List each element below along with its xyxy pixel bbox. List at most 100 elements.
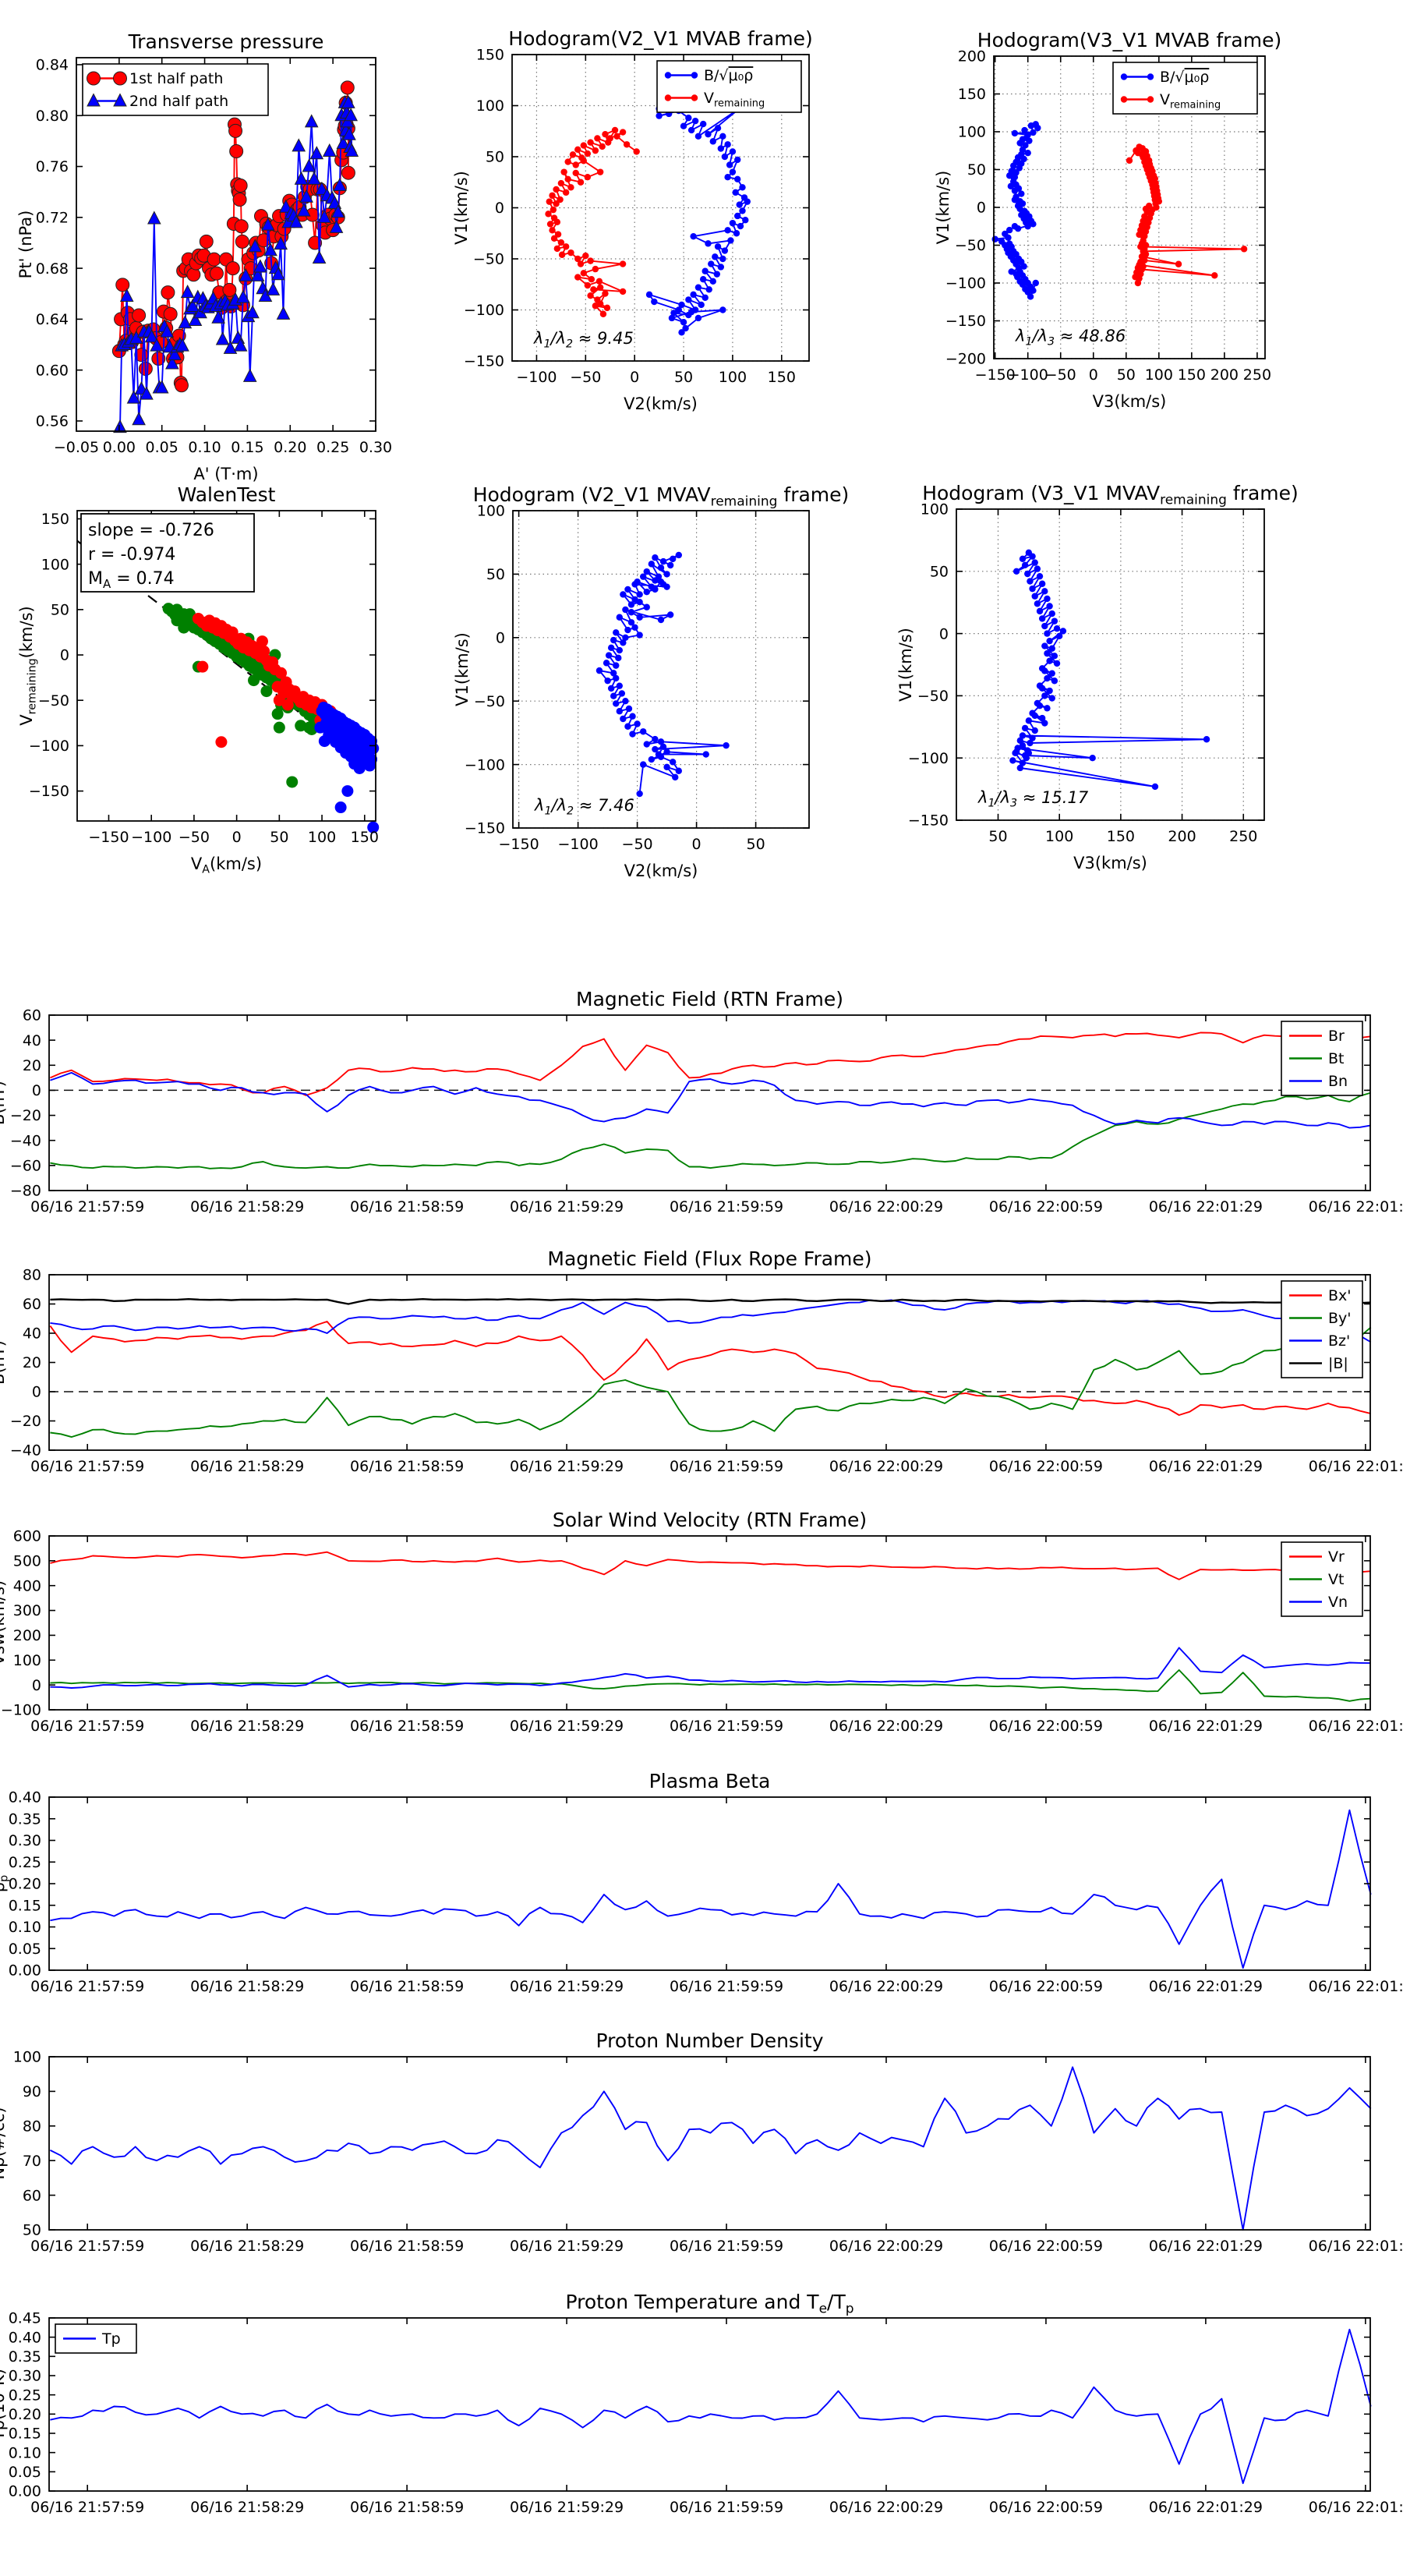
- x-tick-label: 06/16 21:58:59: [350, 2499, 464, 2516]
- x-tick-label: 50: [1117, 366, 1136, 384]
- y-tick-label: 0: [495, 200, 504, 217]
- y-tick-label: 0.15: [9, 1897, 41, 1914]
- y-tick-label: 50: [486, 566, 505, 583]
- y-tick-label: −150: [29, 783, 69, 800]
- axes-frame: [48, 2056, 1371, 2231]
- x-tick-label: −50: [570, 369, 601, 386]
- x-tick-label: 06/16 22:00:29: [829, 1198, 943, 1215]
- x-tick-label: 06/16 22:00:29: [829, 2499, 943, 2516]
- y-tick-label: 0: [60, 647, 69, 664]
- plot-plasma_beta: 06/16 21:57:59 06/16 21:58:29 06/16 21:58:…: [0, 1770, 1403, 1995]
- y-tick-label: −60: [10, 1158, 41, 1175]
- y-tick-label: 300: [13, 1602, 41, 1619]
- legend-label: By': [1328, 1310, 1352, 1327]
- y-tick-label: 50: [930, 563, 949, 580]
- eigenvalue-ratio-annotation: λ1​/λ3​ ≈ 15.17: [977, 788, 1089, 810]
- x-tick-label: 06/16 22:01:29: [1149, 1458, 1263, 1475]
- y-tick-label: −150: [908, 812, 949, 830]
- y-tick-label: 0.76: [36, 158, 69, 175]
- series-Br: [50, 1031, 1371, 1096]
- axes-frame: [48, 1796, 1371, 1971]
- plot-title: Plasma Beta: [649, 1770, 771, 1792]
- walen-stat-line: MA​ = 0.74: [88, 569, 175, 591]
- y-tick-label: 0.00: [9, 1962, 41, 1980]
- x-tick-label: −50: [178, 829, 210, 846]
- plot-hodogram_v3v1_mvab: −150−100−50 0 50 100 150 200 250−200−150−100−5…: [934, 29, 1281, 411]
- x-tick-label: 50: [270, 829, 288, 846]
- x-tick-label: 06/16 22:00:59: [989, 1718, 1103, 1735]
- walen-stat-line: r = -0.974: [88, 545, 175, 564]
- x-tick-label: 06/16 21:59:29: [510, 1198, 624, 1215]
- x-tick-label: 06/16 21:59:59: [670, 2238, 783, 2255]
- x-tick-label: 06/16 21:58:59: [350, 1458, 464, 1475]
- y-tick-label: −100: [945, 275, 986, 292]
- legend-label: 2nd half path: [129, 93, 228, 110]
- legend-label: Bz': [1328, 1332, 1350, 1350]
- plot-title: Hodogram (V2_V1 MVAVremaining​ frame): [473, 483, 850, 510]
- y-tick-label: 100: [13, 1652, 41, 1669]
- y-tick-label: 80: [23, 2118, 41, 2135]
- axes-frame: [48, 1535, 1371, 1711]
- y-axis-label: V1(km/s): [934, 171, 952, 245]
- y-tick-label: 0: [496, 629, 505, 646]
- x-tick-label: 06/16 22:01:29: [1149, 1718, 1263, 1735]
- legend-label: Vremaining​: [1160, 91, 1221, 111]
- eigenvalue-ratio-annotation: λ1​/λ3​ ≈ 48.86: [1015, 327, 1126, 349]
- y-tick-label: −150: [464, 353, 504, 370]
- y-tick-label: 50: [51, 601, 69, 618]
- legend-label: Vremaining​: [704, 90, 765, 109]
- x-tick-label: 06/16 21:59:29: [510, 1718, 624, 1735]
- y-tick-label: 50: [486, 149, 504, 166]
- x-tick-label: 06/16 22:01:29: [1149, 1198, 1263, 1215]
- y-tick-label: 0: [939, 625, 949, 642]
- x-tick-label: 100: [1045, 828, 1073, 845]
- y-tick-label: −50: [917, 688, 949, 705]
- x-axis-label: V3(km/s): [1073, 854, 1147, 872]
- x-tick-label: 0.00: [103, 439, 136, 456]
- x-tick-label: 06/16 22:00:59: [989, 2238, 1103, 2255]
- axes-frame: [48, 1014, 1371, 1191]
- x-tick-label: 06/16 21:57:59: [30, 1978, 144, 1995]
- x-tick-label: −0.05: [54, 439, 99, 456]
- x-tick-label: 06/16 21:58:29: [190, 2238, 304, 2255]
- series-V_hodogram: [595, 551, 730, 798]
- y-tick-label: 0.60: [36, 362, 69, 379]
- axes-frame: [956, 508, 1265, 821]
- x-tick-label: 06/16 21:57:59: [30, 2238, 144, 2255]
- y-tick-label: −50: [474, 693, 505, 710]
- axes-frame: [76, 57, 376, 432]
- plot-title: Magnetic Field (Flux Rope Frame): [547, 1247, 871, 1270]
- x-tick-label: 06/16 21:58:29: [190, 1718, 304, 1735]
- y-tick-label: 600: [13, 1528, 41, 1545]
- y-tick-label: −100: [908, 750, 949, 767]
- x-tick-label: 06/16 21:59:59: [670, 1978, 783, 1995]
- x-tick-label: 0.25: [316, 439, 349, 456]
- y-tick-label: 150: [476, 47, 504, 64]
- x-tick-label: 06/16 21:59:59: [670, 1198, 783, 1215]
- series-Bz': [50, 1299, 1372, 1343]
- y-tick-label: 0.20: [9, 1876, 41, 1893]
- y-tick-label: 100: [958, 124, 986, 141]
- walen-stats-box: [80, 513, 255, 593]
- axes-frame: [48, 2317, 1371, 2492]
- x-axis-label: V2(km/s): [624, 862, 698, 880]
- series-V_hodogram: [1009, 549, 1210, 791]
- y-tick-label: 40: [23, 1325, 41, 1343]
- legend-label: Vt: [1328, 1571, 1344, 1588]
- x-tick-label: 06/16 21:58:59: [350, 1718, 464, 1735]
- y-tick-label: 0.56: [36, 413, 69, 430]
- y-tick-label: 200: [958, 48, 986, 65]
- y-axis-label: Np(#/cc): [0, 2107, 8, 2179]
- y-axis-label: Tp(106​K): [0, 2369, 8, 2441]
- legend-label: |B|: [1328, 1355, 1348, 1372]
- x-tick-label: −100: [1008, 366, 1048, 384]
- series-Bx': [49, 1321, 1371, 1416]
- legend-label: Bt: [1328, 1050, 1344, 1067]
- series-B_over_sqrt_mu0rho: [645, 94, 751, 336]
- y-tick-label: −40: [10, 1442, 41, 1460]
- x-tick-label: 0.30: [359, 439, 392, 456]
- x-tick-label: 06/16 21:58:29: [190, 1458, 304, 1475]
- legend-label: B/√μ₀ρ: [1160, 69, 1209, 86]
- series-Bn: [50, 1071, 1371, 1129]
- series-|B|: [50, 1297, 1371, 1305]
